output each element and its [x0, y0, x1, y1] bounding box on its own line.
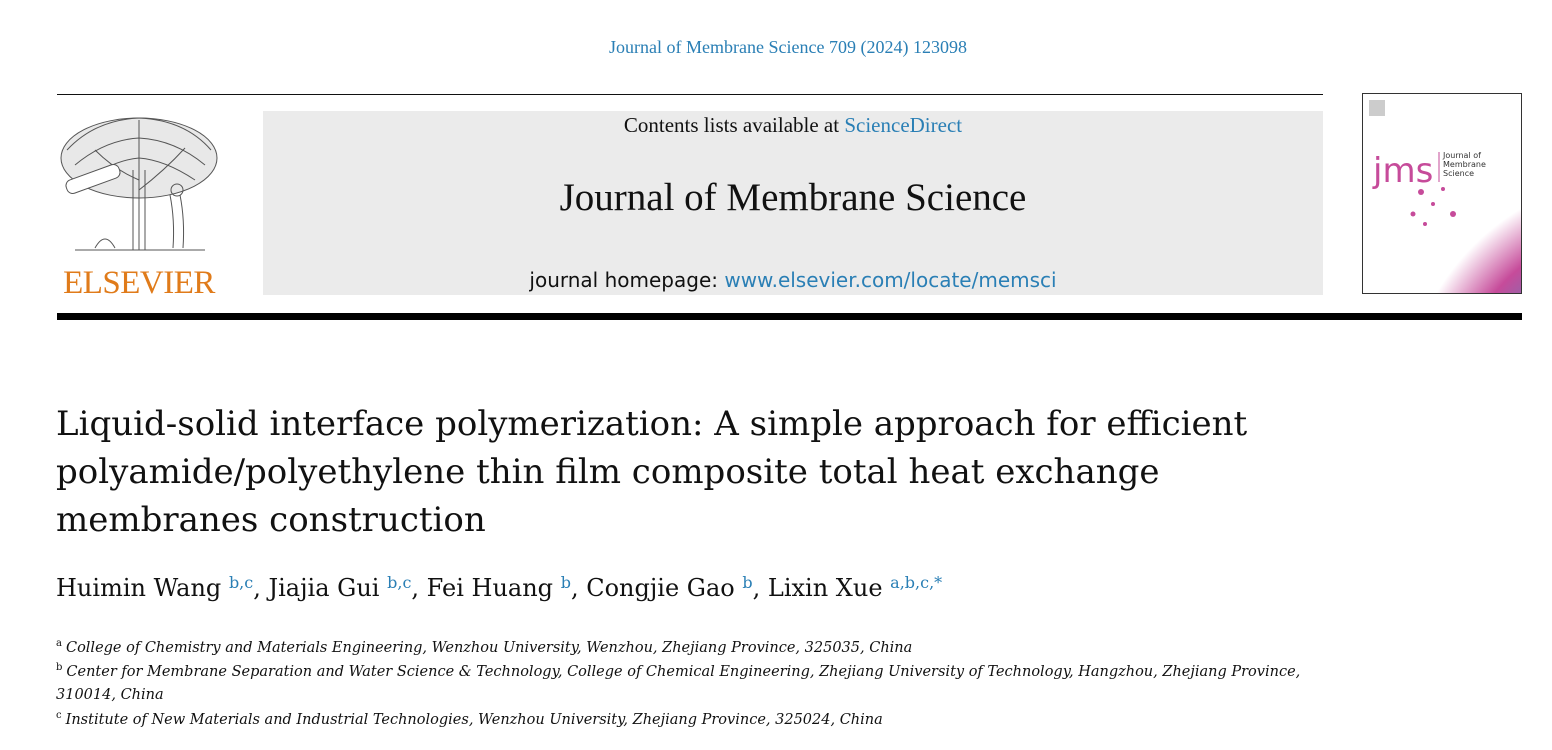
journal-banner: Contents lists available at ScienceDirec…	[263, 111, 1323, 295]
author-separator: ,	[253, 574, 269, 602]
tree-icon	[60, 117, 218, 251]
author-separator: ,	[752, 574, 768, 602]
author-name[interactable]: Fei Huang	[426, 574, 554, 602]
journal-title: Journal of Membrane Science	[559, 176, 1027, 219]
header-thick-rule	[57, 313, 1522, 320]
author-name[interactable]: Lixin Xue	[767, 574, 883, 602]
affiliation-a: a College of Chemistry and Materials Engi…	[56, 632, 1356, 660]
journal-cover[interactable]: jms Journal of Membrane Science	[1362, 93, 1522, 294]
title-line: polyamide/polyethylene thin film composi…	[56, 452, 1160, 492]
affiliation-text-continued: 310014, China	[56, 687, 164, 703]
affiliation-b: b Center for Membrane Separation and Wate…	[56, 656, 1356, 707]
title-line: membranes construction	[56, 500, 486, 540]
contents-prefix: Contents lists available at	[623, 113, 845, 137]
homepage-prefix: journal homepage:	[529, 268, 725, 292]
author-affiliation-marks[interactable]: b	[560, 573, 571, 592]
affiliation-text: Center for Membrane Separation and Water…	[66, 664, 1301, 680]
author-affiliation-marks[interactable]: b,c	[228, 573, 254, 592]
author-separator: ,	[411, 574, 427, 602]
affiliation-mark: a	[56, 638, 62, 649]
cover-title-1: Journal of	[1442, 151, 1481, 160]
affiliation-text: Institute of New Materials and Industria…	[65, 712, 883, 728]
cover-title-2: Membrane	[1443, 160, 1486, 169]
cover-jms-mark: jms	[1372, 151, 1433, 191]
affiliation-mark: b	[56, 662, 63, 673]
cover-image: jms Journal of Membrane Science	[1363, 94, 1521, 293]
author-name[interactable]: Jiajia Gui	[268, 574, 380, 602]
author-affiliation-marks[interactable]: b	[742, 573, 753, 592]
header-rule	[57, 94, 1323, 95]
affiliation-text: College of Chemistry and Materials Engin…	[65, 640, 913, 656]
author-affiliation-marks[interactable]: a,b,c,*	[890, 573, 943, 592]
homepage-link[interactable]: www.elsevier.com/locate/memsci	[724, 268, 1057, 292]
title-line: Liquid-solid interface polymerization: A…	[56, 404, 1248, 444]
homepage-line: journal homepage: www.elsevier.com/locat…	[263, 268, 1323, 292]
sciencedirect-link[interactable]: ScienceDirect	[844, 113, 963, 137]
author-name[interactable]: Congjie Gao	[586, 574, 735, 602]
affiliation-mark: c	[56, 710, 62, 721]
author-name[interactable]: Huimin Wang	[56, 574, 222, 602]
publisher-wordmark: ELSEVIER	[63, 265, 215, 301]
author-list: Huimin Wang b,c, Jiajia Gui b,c, Fei Hua…	[56, 573, 942, 602]
cover-title-3: Science	[1443, 169, 1474, 178]
author-separator: ,	[570, 574, 587, 602]
affiliation-c: c Institute of New Materials and Industri…	[56, 704, 1356, 732]
article-title: Liquid-solid interface polymerization: A…	[56, 400, 1356, 544]
author-affiliation-marks[interactable]: b,c	[387, 573, 412, 592]
journal-citation: Journal of Membrane Science 709 (2024) 1…	[609, 37, 967, 57]
contents-line: Contents lists available at ScienceDirec…	[263, 113, 1323, 138]
elsevier-logo[interactable]: ELSEVIER	[55, 110, 223, 301]
